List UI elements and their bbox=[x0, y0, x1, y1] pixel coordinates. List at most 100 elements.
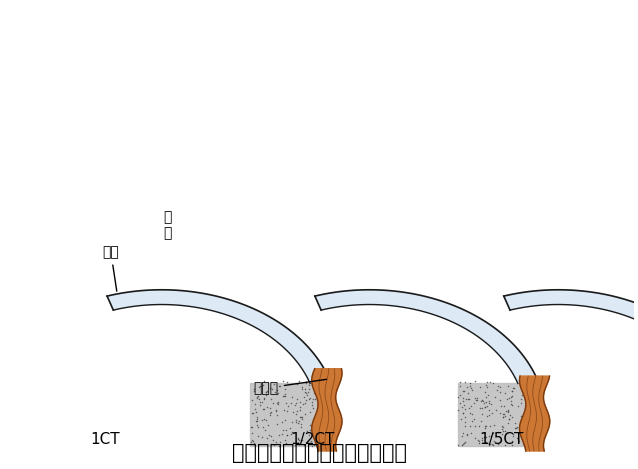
Point bbox=[311, 379, 322, 387]
Point bbox=[308, 398, 318, 406]
Point bbox=[465, 382, 475, 390]
Point bbox=[472, 394, 482, 402]
Point bbox=[308, 395, 318, 403]
Point bbox=[311, 379, 322, 386]
Point bbox=[252, 394, 262, 402]
Point bbox=[467, 417, 477, 425]
Point bbox=[288, 408, 298, 415]
Point bbox=[487, 440, 498, 448]
Point bbox=[251, 408, 262, 416]
Text: 1/5CT: 1/5CT bbox=[479, 432, 524, 447]
Point bbox=[480, 433, 491, 440]
Point bbox=[255, 383, 265, 390]
Point bbox=[265, 404, 275, 411]
Point bbox=[493, 383, 503, 390]
Point bbox=[300, 385, 311, 392]
Point bbox=[495, 383, 505, 391]
Point bbox=[466, 429, 477, 437]
Point bbox=[301, 389, 311, 396]
Point bbox=[498, 414, 508, 421]
Polygon shape bbox=[312, 369, 342, 451]
Point bbox=[258, 424, 268, 431]
Point bbox=[498, 424, 508, 431]
Point bbox=[487, 441, 498, 448]
Point bbox=[493, 386, 503, 394]
Point bbox=[480, 403, 490, 411]
Point bbox=[460, 438, 470, 446]
Point bbox=[457, 398, 468, 405]
Point bbox=[267, 395, 277, 402]
Point bbox=[487, 409, 497, 417]
Point bbox=[470, 395, 480, 402]
Point bbox=[484, 406, 494, 414]
Point bbox=[269, 441, 279, 448]
Point bbox=[266, 408, 276, 416]
Point bbox=[309, 440, 319, 448]
Point bbox=[315, 430, 325, 437]
Point bbox=[278, 426, 288, 433]
Point bbox=[262, 387, 272, 394]
Point bbox=[503, 415, 514, 423]
Point bbox=[508, 432, 518, 439]
Point bbox=[280, 416, 290, 424]
Point bbox=[254, 396, 264, 403]
Point bbox=[501, 407, 511, 414]
Point bbox=[269, 380, 279, 387]
Point bbox=[294, 436, 304, 444]
Point bbox=[523, 391, 533, 399]
Point bbox=[247, 436, 257, 444]
Point bbox=[312, 424, 322, 432]
Point bbox=[509, 384, 519, 392]
Point bbox=[514, 438, 524, 445]
Point bbox=[494, 388, 505, 395]
Point bbox=[274, 382, 285, 390]
Point bbox=[256, 416, 267, 424]
Point bbox=[262, 389, 272, 396]
Point bbox=[273, 398, 283, 406]
Point bbox=[253, 424, 263, 431]
Point bbox=[464, 404, 474, 411]
Point bbox=[259, 415, 269, 423]
Point bbox=[259, 406, 269, 413]
Point bbox=[503, 395, 514, 402]
Point bbox=[505, 411, 515, 419]
Point bbox=[274, 431, 285, 439]
Point bbox=[318, 384, 328, 392]
Point bbox=[503, 419, 513, 426]
Point bbox=[463, 389, 473, 396]
Point bbox=[469, 415, 479, 423]
Point bbox=[494, 396, 505, 404]
Point bbox=[465, 423, 475, 430]
Point bbox=[500, 427, 510, 434]
Text: 周边前房深度简易测量法示意图: 周边前房深度简易测量法示意图 bbox=[232, 443, 406, 462]
Point bbox=[508, 385, 518, 392]
Point bbox=[510, 419, 521, 427]
Point bbox=[477, 404, 487, 412]
Point bbox=[521, 429, 531, 437]
Point bbox=[525, 415, 535, 422]
Point bbox=[507, 430, 517, 438]
Point bbox=[517, 386, 528, 393]
Point bbox=[455, 399, 465, 407]
Point bbox=[516, 380, 526, 388]
Point bbox=[262, 388, 272, 395]
Point bbox=[525, 427, 535, 435]
Point bbox=[503, 406, 513, 414]
Point bbox=[293, 417, 304, 425]
Point bbox=[525, 424, 535, 432]
Point bbox=[246, 438, 256, 446]
Point bbox=[477, 435, 487, 442]
Point bbox=[315, 400, 325, 408]
Point bbox=[471, 396, 482, 404]
Point bbox=[485, 423, 495, 430]
Point bbox=[248, 437, 258, 445]
Point bbox=[290, 441, 300, 448]
Point bbox=[525, 427, 535, 434]
Point bbox=[251, 418, 262, 425]
Point bbox=[247, 423, 257, 430]
Point bbox=[518, 430, 528, 438]
Point bbox=[302, 392, 312, 399]
Point bbox=[495, 402, 505, 410]
Point bbox=[281, 426, 291, 433]
Point bbox=[458, 430, 468, 437]
